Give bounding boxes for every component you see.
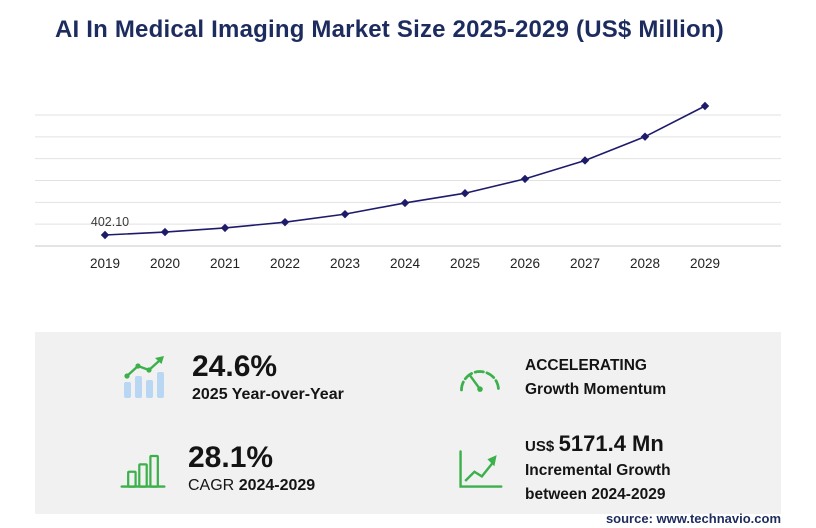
svg-text:2022: 2022: [270, 256, 300, 271]
svg-text:2026: 2026: [510, 256, 540, 271]
yoy-label: 2025 Year-over-Year: [192, 385, 344, 403]
cagr-label-prefix: CAGR: [188, 476, 235, 494]
cagr-text: 28.1% CAGR 2024-2029: [188, 442, 315, 495]
svg-text:2020: 2020: [150, 256, 180, 271]
svg-text:402.10: 402.10: [91, 215, 129, 229]
cagr-value: 28.1%: [188, 441, 274, 475]
incremental-value: 5171.4 Mn: [558, 431, 664, 457]
stats-panel: 24.6% 2025 Year-over-Year ACCELERATING G…: [35, 332, 781, 514]
source-credit: source: www.technavio.com: [605, 511, 781, 526]
svg-text:2023: 2023: [330, 256, 360, 271]
incremental-amount: US$ 5171.4 Mn: [525, 431, 671, 457]
stat-yoy: 24.6% 2025 Year-over-Year: [35, 332, 408, 423]
incremental-text: US$ 5171.4 Mn Incremental Growth between…: [525, 431, 671, 506]
market-size-line-chart: 2019 2020 2021 2022 2023 2024 2025 2026 2027 2028…: [35, 101, 781, 271]
svg-text:2019: 2019: [90, 256, 120, 271]
svg-text:2025: 2025: [450, 256, 480, 271]
stat-momentum: ACCELERATING Growth Momentum: [408, 332, 781, 423]
growth-arrow-icon: [459, 449, 503, 488]
stat-incremental-growth: US$ 5171.4 Mn Incremental Growth between…: [408, 423, 781, 514]
yoy-value: 24.6%: [192, 350, 278, 384]
stat-cagr: 28.1% CAGR 2024-2029: [35, 423, 408, 514]
svg-text:2029: 2029: [690, 256, 720, 271]
momentum-text: ACCELERATING Growth Momentum: [525, 354, 666, 401]
cagr-label-range: 2024-2029: [238, 476, 316, 494]
svg-text:2021: 2021: [210, 256, 240, 271]
incremental-currency: US$: [525, 438, 555, 456]
momentum-line2: Growth Momentum: [525, 380, 667, 398]
incremental-line1: Incremental Growth: [525, 462, 671, 480]
cagr-label: CAGR 2024-2029: [188, 477, 315, 495]
svg-text:2027: 2027: [570, 256, 600, 271]
yoy-text: 24.6% 2025 Year-over-Year: [192, 351, 344, 404]
incremental-line2: between 2024-2029: [525, 485, 666, 503]
svg-text:2028: 2028: [630, 256, 660, 271]
bar-chart-trend-icon: [124, 355, 164, 398]
speedometer-icon: [460, 369, 500, 392]
growth-bars-icon: [120, 454, 166, 488]
momentum-line1: ACCELERATING: [525, 357, 647, 375]
page-title: AI In Medical Imaging Market Size 2025-2…: [55, 16, 724, 43]
svg-text:2024: 2024: [390, 256, 421, 271]
